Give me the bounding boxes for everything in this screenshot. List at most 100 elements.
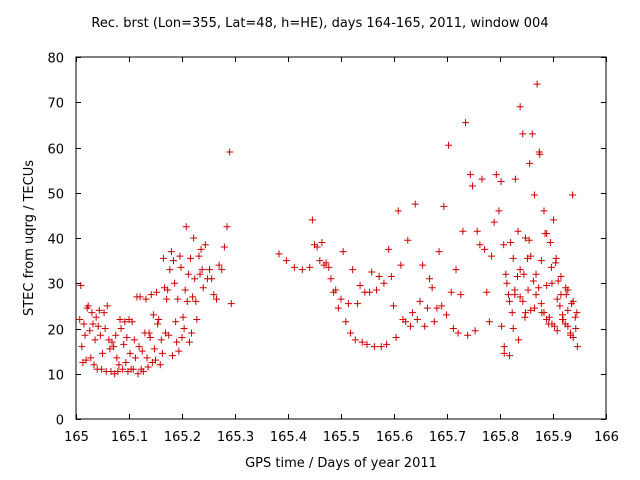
axes: 165 165.1 165.2 165.3 165.4 165.5 165.6 165.7 16… — [47, 52, 618, 446]
data-point — [298, 266, 306, 274]
data-point — [290, 263, 298, 271]
data-point — [313, 243, 321, 251]
data-point — [82, 356, 90, 364]
data-point — [562, 291, 570, 299]
data-point — [478, 175, 486, 183]
data-point — [521, 234, 529, 242]
data-point — [306, 263, 314, 271]
data-point — [206, 266, 214, 274]
data-point — [108, 338, 116, 346]
data-point — [375, 272, 383, 280]
x-tick-label: 165 — [64, 430, 89, 445]
data-point — [406, 322, 414, 330]
data-point — [95, 306, 103, 314]
data-point — [77, 282, 85, 290]
data-point — [100, 309, 108, 317]
y-tick-label: 10 — [47, 369, 64, 384]
data-point — [167, 248, 175, 256]
data-point — [347, 329, 355, 337]
data-point — [537, 300, 545, 308]
data-point — [524, 286, 532, 294]
data-point — [227, 300, 235, 308]
data-point — [366, 288, 374, 296]
data-point — [158, 349, 166, 357]
data-point — [530, 304, 538, 312]
data-point — [90, 361, 98, 369]
data-point — [413, 315, 421, 323]
x-tick-label: 165.5 — [323, 430, 360, 445]
data-point — [191, 275, 199, 283]
x-tick-label: 165.9 — [535, 430, 572, 445]
data-point — [363, 340, 371, 348]
data-point — [380, 279, 388, 287]
data-point — [130, 336, 138, 344]
x-tick-label: 165.1 — [111, 430, 148, 445]
data-point — [573, 309, 581, 317]
data-point — [394, 207, 402, 215]
data-point — [136, 293, 144, 301]
data-point — [440, 202, 448, 210]
data-point — [134, 370, 142, 378]
data-point — [131, 354, 139, 362]
data-point — [506, 297, 514, 305]
data-point — [175, 347, 183, 355]
data-point — [116, 315, 124, 323]
data-point — [543, 282, 551, 290]
data-point — [94, 322, 102, 330]
data-point — [530, 191, 538, 199]
data-point — [387, 272, 395, 280]
data-point — [337, 295, 345, 303]
data-point — [177, 263, 185, 271]
data-point — [525, 236, 533, 244]
data-point — [540, 309, 548, 317]
data-point — [564, 322, 572, 330]
data-point — [86, 327, 94, 335]
data-point — [370, 343, 378, 351]
data-point — [466, 171, 474, 179]
data-point — [569, 191, 577, 199]
data-point — [452, 266, 460, 274]
data-point — [377, 343, 385, 351]
data-point — [353, 300, 361, 308]
data-point — [172, 318, 180, 326]
data-point — [159, 254, 167, 262]
data-point — [421, 322, 429, 330]
data-point — [220, 243, 228, 251]
data-point — [445, 141, 453, 149]
data-point — [275, 250, 283, 258]
data-point — [183, 297, 191, 305]
data-point — [468, 182, 476, 190]
data-point — [551, 322, 559, 330]
data-point — [195, 252, 203, 260]
data-point — [552, 259, 560, 267]
data-point — [114, 367, 122, 375]
data-point — [153, 288, 161, 296]
data-point — [532, 291, 540, 299]
data-point — [197, 245, 205, 253]
data-point — [325, 263, 333, 271]
data-point — [548, 279, 556, 287]
data-point — [126, 349, 134, 357]
data-point — [91, 336, 99, 344]
data-point — [552, 254, 560, 262]
data-point — [462, 119, 470, 127]
data-point — [128, 318, 136, 326]
data-point — [180, 325, 188, 332]
data-point — [182, 223, 190, 231]
data-point — [173, 338, 181, 346]
data-point — [149, 311, 157, 319]
data-point — [426, 275, 434, 283]
x-tick-label: 165.8 — [482, 430, 519, 445]
data-point — [502, 270, 510, 278]
data-point — [454, 329, 462, 337]
data-point — [500, 349, 508, 357]
data-point — [170, 257, 178, 265]
x-tick-label: 165.4 — [270, 430, 307, 445]
data-point — [430, 318, 438, 326]
data-point — [210, 291, 218, 299]
data-point — [99, 349, 106, 357]
data-point — [513, 272, 521, 280]
data-point — [509, 325, 517, 332]
data-point — [121, 318, 129, 326]
data-point — [540, 207, 548, 215]
